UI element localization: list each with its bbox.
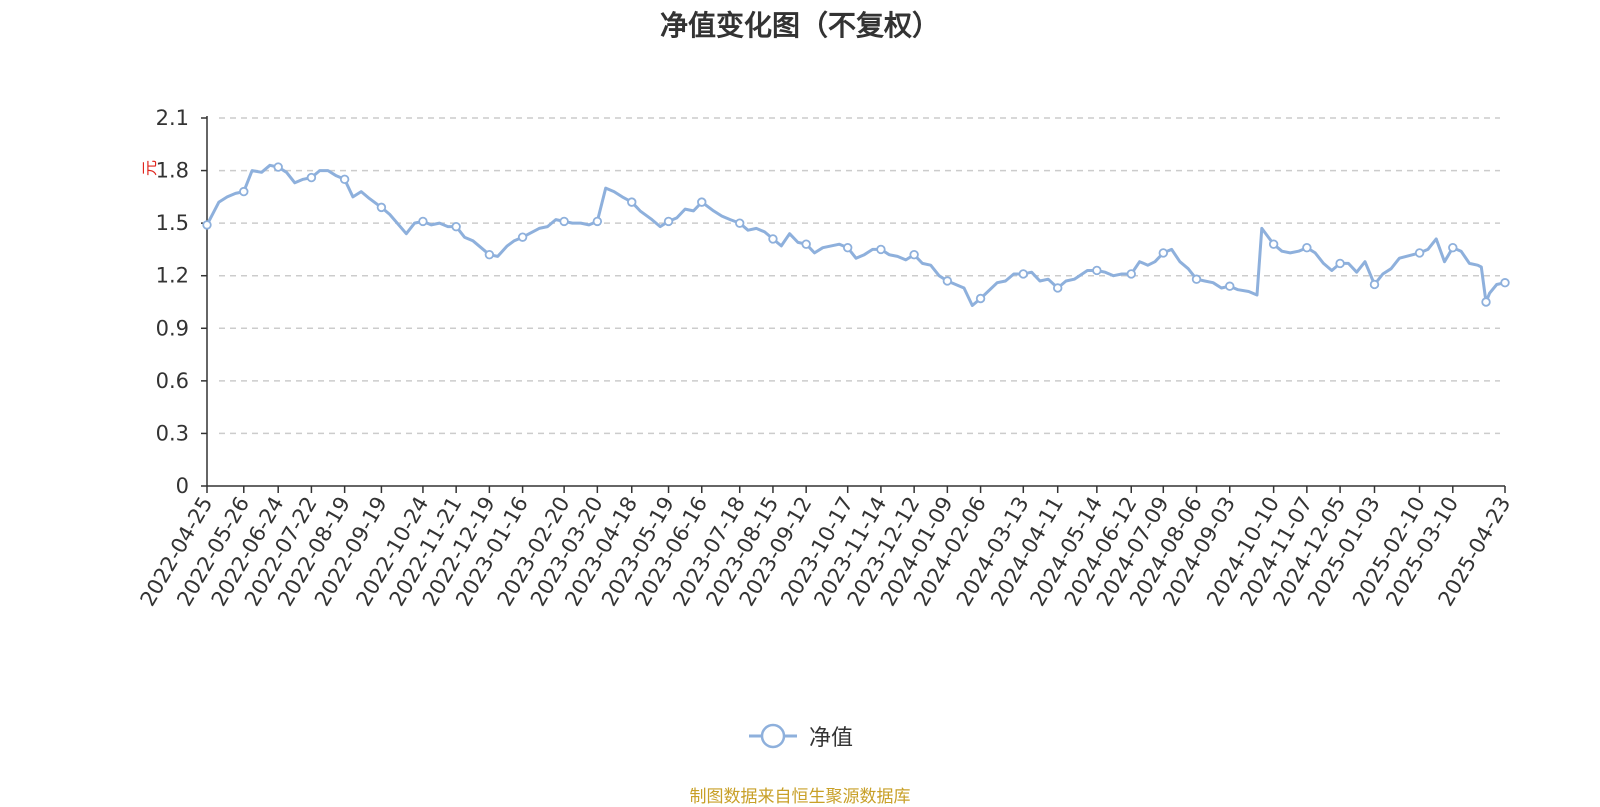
data-point-37[interactable]: [1500, 278, 1510, 288]
data-point-18[interactable]: [842, 242, 853, 253]
y-tick-label-7: 2.1: [156, 106, 189, 130]
legend-label: 净值: [808, 726, 853, 751]
y-axis-unit-label: 元: [140, 160, 159, 176]
y-tick-label-1: 0.3: [156, 421, 189, 445]
data-point-35[interactable]: [1448, 242, 1458, 253]
data-point-10[interactable]: [559, 216, 569, 227]
data-point-25[interactable]: [1092, 265, 1102, 276]
data-point-29[interactable]: [1225, 281, 1235, 291]
data-point-22[interactable]: [975, 293, 986, 304]
data-point-27[interactable]: [1158, 248, 1168, 258]
data-point-17[interactable]: [801, 239, 811, 249]
data-point-34[interactable]: [1414, 248, 1425, 258]
data-point-14[interactable]: [697, 197, 707, 207]
data-point-24[interactable]: [1053, 283, 1063, 293]
data-point-8[interactable]: [484, 249, 495, 260]
data-point-28[interactable]: [1191, 274, 1202, 284]
data-point-21[interactable]: [942, 276, 953, 286]
data-point-16[interactable]: [768, 234, 778, 244]
x-tick-labels: 2022-04-252022-05-262022-06-242022-07-22…: [136, 493, 1516, 611]
data-point-5[interactable]: [376, 202, 387, 213]
data-point-2[interactable]: [273, 162, 283, 172]
data-point-19[interactable]: [876, 244, 886, 255]
y-tick-label-5: 1.5: [156, 211, 189, 235]
data-point-7[interactable]: [451, 221, 461, 232]
data-point-33[interactable]: [1369, 279, 1380, 290]
data-point-3[interactable]: [306, 172, 317, 183]
legend-line-circle-icon[interactable]: [747, 721, 799, 751]
data-point-1[interactable]: [239, 186, 249, 197]
y-tick-label-2: 0.6: [156, 369, 189, 393]
grid-lines: [219, 117, 1500, 435]
axes: [201, 116, 1506, 493]
source-note: 制图数据来自恒生聚源数据库: [689, 787, 911, 807]
y-tick-label-4: 1.2: [156, 264, 189, 288]
y-tick-label-6: 1.8: [156, 159, 189, 183]
data-point-12[interactable]: [627, 197, 637, 207]
y-tick-label-0: 0: [176, 474, 189, 498]
chart-title: 净值变化图（不复权）: [659, 9, 940, 42]
data-point-9[interactable]: [517, 232, 528, 242]
data-point-30[interactable]: [1268, 239, 1279, 249]
legend: 净值: [0, 720, 1600, 755]
data-point-31[interactable]: [1302, 242, 1312, 253]
data-point-32[interactable]: [1335, 258, 1345, 269]
y-tick-labels: 0 0.3 0.6 0.9 1.2 1.5 1.8 2.1: [156, 106, 189, 498]
series-markers: [202, 162, 1510, 307]
data-point-0[interactable]: [202, 220, 212, 230]
y-tick-label-3: 0.9: [156, 316, 189, 340]
data-point-4[interactable]: [339, 174, 350, 185]
data-point-36[interactable]: [1481, 297, 1491, 307]
data-point-20[interactable]: [909, 249, 919, 260]
data-point-26[interactable]: [1126, 269, 1136, 279]
data-point-13[interactable]: [663, 216, 674, 227]
series-net-value: [205, 163, 1507, 307]
data-point-15[interactable]: [735, 218, 745, 228]
data-point-6[interactable]: [418, 216, 428, 227]
series-line-net-value: [205, 163, 1507, 307]
data-point-23[interactable]: [1018, 269, 1028, 279]
data-point-11[interactable]: [592, 216, 603, 227]
